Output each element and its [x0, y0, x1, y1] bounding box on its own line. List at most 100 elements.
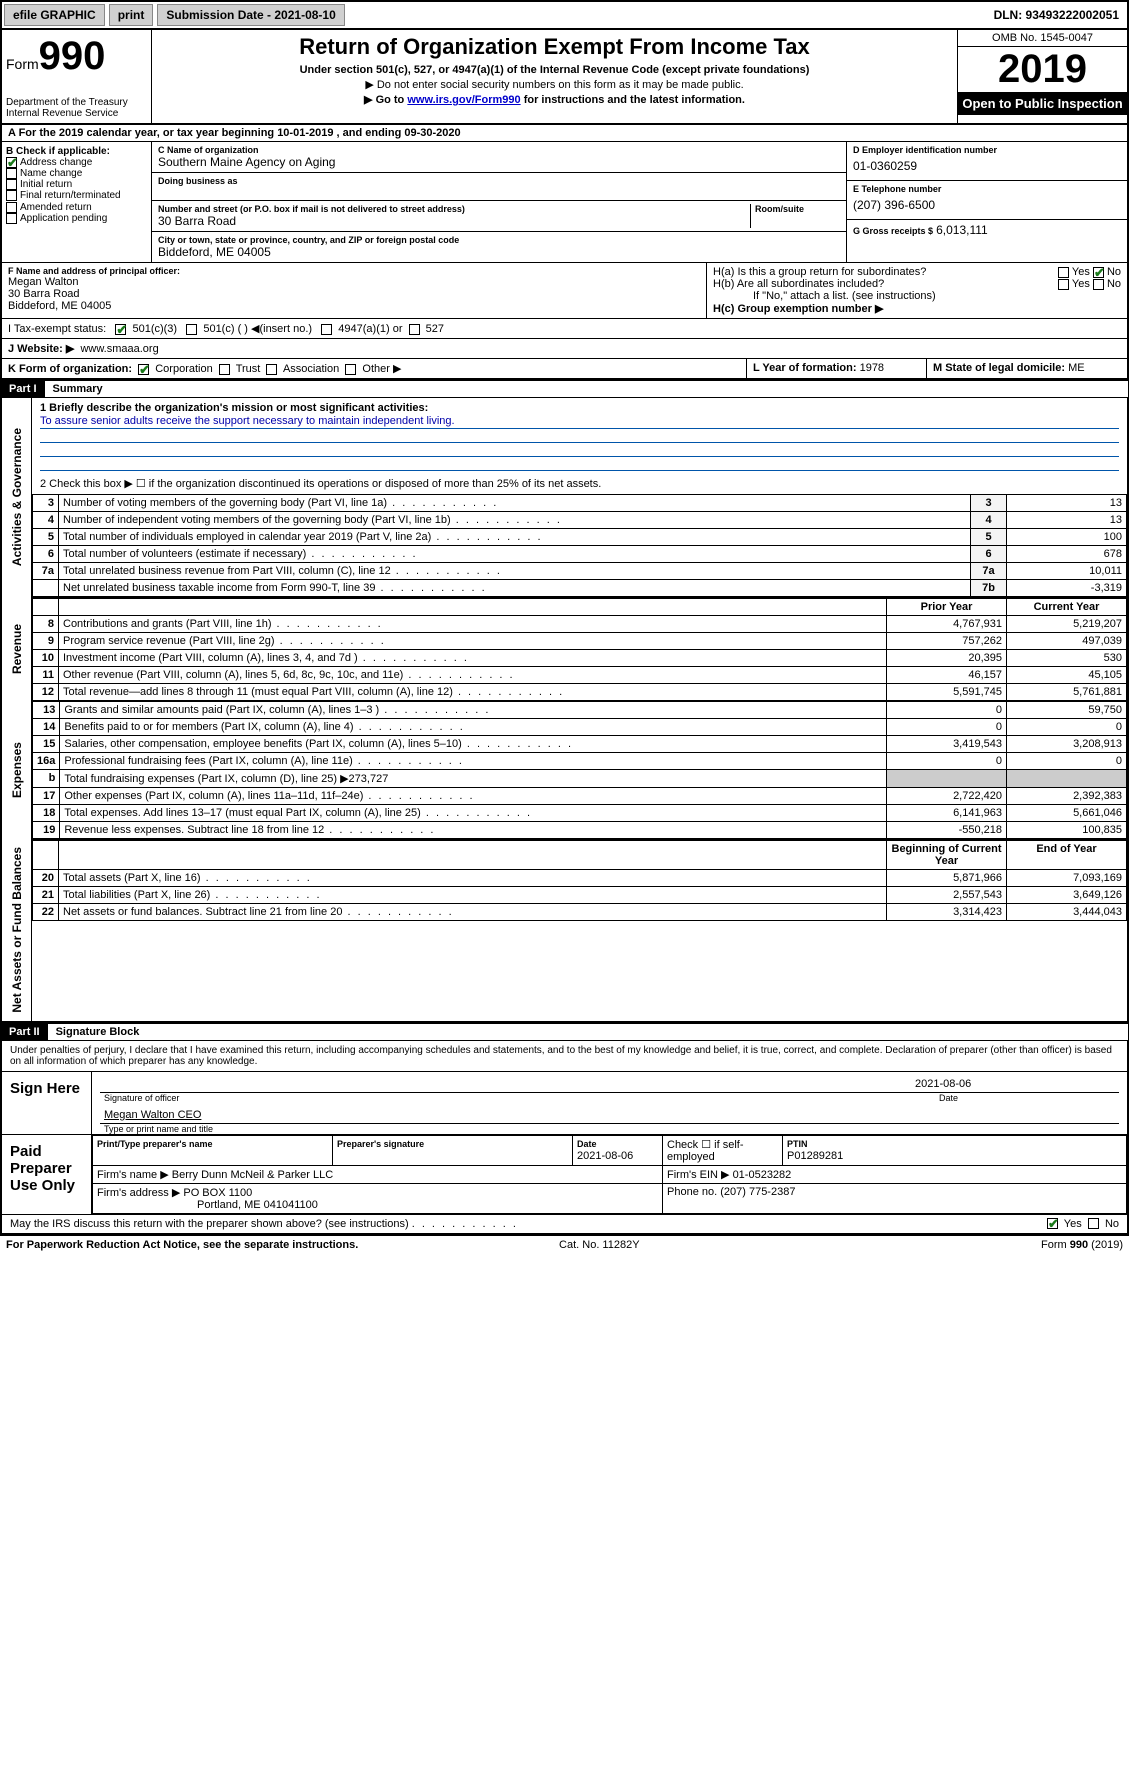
assoc-checkbox[interactable]: [266, 364, 277, 375]
dba-label: Doing business as: [158, 176, 840, 186]
line-value: 10,011: [1007, 563, 1127, 580]
discuss-row: May the IRS discuss this return with the…: [2, 1214, 1127, 1233]
lineno: 22: [33, 904, 59, 921]
opt-501c: 501(c) ( ) ◀(insert no.): [203, 323, 312, 335]
mission-blank1: [40, 429, 1119, 443]
section-governance: Activities & Governance 1 Briefly descri…: [0, 398, 1129, 597]
current-value: 3,649,126: [1007, 887, 1127, 904]
side-expenses: Expenses: [8, 734, 26, 806]
prep-date: 2021-08-06: [577, 1150, 633, 1162]
current-value: 5,761,881: [1007, 684, 1127, 701]
firm-phone-label: Phone no.: [667, 1186, 717, 1198]
form-number: Form990: [6, 34, 147, 79]
current-value: 3,208,913: [1007, 736, 1127, 753]
col-header: Current Year: [1007, 598, 1127, 616]
prior-value: 757,262: [887, 633, 1007, 650]
prior-value: 0: [887, 702, 1007, 719]
prior-value: 2,722,420: [887, 788, 1007, 805]
line-label: Salaries, other compensation, employee b…: [60, 736, 887, 753]
sig-officer-label: Signature of officer: [92, 1093, 927, 1103]
current-value: 5,219,207: [1007, 616, 1127, 633]
hb-yes-checkbox[interactable]: [1058, 279, 1069, 290]
firm-phone: (207) 775-2387: [720, 1186, 795, 1198]
trust-checkbox[interactable]: [219, 364, 230, 375]
lineno: 16a: [33, 753, 60, 770]
preparer-table: Print/Type preparer's name Preparer's si…: [92, 1135, 1127, 1214]
box-b-checkbox[interactable]: [6, 157, 17, 168]
box-b-checkbox[interactable]: [6, 213, 17, 224]
form-org-label: K Form of organization:: [8, 363, 132, 375]
lineno: 21: [33, 887, 59, 904]
boxno: 6: [971, 546, 1007, 563]
footer-formno: 990: [1070, 1239, 1088, 1251]
ha-yes-checkbox[interactable]: [1058, 267, 1069, 278]
firm-addr2: Portland, ME 041041100: [97, 1199, 318, 1211]
corp-checkbox[interactable]: [138, 364, 149, 375]
part-ii-badge: Part II: [1, 1024, 48, 1040]
hb-note: If "No," attach a list. (see instruction…: [713, 290, 1121, 302]
line-label: Total number of volunteers (estimate if …: [59, 546, 971, 563]
box-b-checkbox[interactable]: [6, 179, 17, 190]
side-governance: Activities & Governance: [8, 420, 26, 574]
box-b-text: Application pending: [20, 213, 107, 224]
line-label: Net unrelated business taxable income fr…: [59, 580, 971, 597]
prior-value: -550,218: [887, 822, 1007, 839]
footer-catno: Cat. No. 11282Y: [559, 1239, 640, 1251]
irs-link[interactable]: www.irs.gov/Form990: [407, 94, 520, 106]
line-label: Other expenses (Part IX, column (A), lin…: [60, 788, 887, 805]
current-value: 2,392,383: [1007, 788, 1127, 805]
row-k-l-m: K Form of organization: Corporation Trus…: [0, 359, 1129, 380]
line-label: Total liabilities (Part X, line 26): [59, 887, 887, 904]
sig-date: 2021-08-06: [915, 1078, 1115, 1090]
current-value: 5,661,046: [1007, 805, 1127, 822]
501c3-checkbox[interactable]: [115, 324, 126, 335]
hc-label: H(c) Group exemption number ▶: [713, 302, 1121, 315]
no-label: No: [1107, 266, 1121, 278]
lineno: 8: [33, 616, 59, 633]
side-revenue: Revenue: [8, 616, 26, 682]
prior-value: 3,314,423: [887, 904, 1007, 921]
firm-ein-label: Firm's EIN ▶: [667, 1169, 730, 1181]
other-checkbox[interactable]: [345, 364, 356, 375]
prior-value: 20,395: [887, 650, 1007, 667]
box-b-text: Name change: [20, 168, 82, 179]
form-title: Return of Organization Exempt From Incom…: [160, 34, 949, 60]
4947-checkbox[interactable]: [321, 324, 332, 335]
box-b-checkbox[interactable]: [6, 190, 17, 201]
part-i-title: Summary: [45, 381, 111, 397]
mission-label: 1 Briefly describe the organization's mi…: [40, 402, 1119, 414]
lineno: 6: [33, 546, 59, 563]
501c-checkbox[interactable]: [186, 324, 197, 335]
line-label: Program service revenue (Part VIII, line…: [59, 633, 887, 650]
prior-value: 4,767,931: [887, 616, 1007, 633]
revenue-table: Prior YearCurrent Year8Contributions and…: [32, 597, 1127, 701]
prior-value: 0: [887, 719, 1007, 736]
gross-receipts-label: G Gross receipts $: [853, 226, 933, 236]
print-button[interactable]: print: [109, 4, 154, 26]
527-checkbox[interactable]: [409, 324, 420, 335]
part-i-badge: Part I: [1, 381, 45, 397]
ha-no-checkbox[interactable]: [1093, 267, 1104, 278]
discuss-no-checkbox[interactable]: [1088, 1218, 1099, 1229]
box-b-checkbox[interactable]: [6, 168, 17, 179]
yes-label2: Yes: [1072, 278, 1090, 290]
officer-signature[interactable]: [104, 1078, 915, 1090]
opt-4947: 4947(a)(1) or: [338, 323, 402, 335]
lineno: 9: [33, 633, 59, 650]
prep-sig-label: Preparer's signature: [337, 1139, 424, 1149]
hb-no-checkbox[interactable]: [1093, 279, 1104, 290]
city-state-zip: Biddeford, ME 04005: [158, 245, 840, 259]
discuss-yes-checkbox[interactable]: [1047, 1218, 1058, 1229]
box-b-item: Address change: [6, 157, 147, 168]
officer-printed-name: Megan Walton CEO: [104, 1109, 201, 1121]
boxno: 3: [971, 495, 1007, 512]
goto-post: for instructions and the latest informat…: [521, 94, 745, 106]
form-no: 990: [39, 34, 106, 78]
lineno: [33, 580, 59, 597]
side-netassets: Net Assets or Fund Balances: [8, 839, 26, 1021]
line-label: Total assets (Part X, line 16): [59, 870, 887, 887]
line-label: Total fundraising expenses (Part IX, col…: [60, 770, 887, 788]
box-b-checkbox[interactable]: [6, 202, 17, 213]
ha-label: H(a) Is this a group return for subordin…: [713, 266, 926, 278]
row-i: I Tax-exempt status: 501(c)(3) 501(c) ( …: [0, 319, 1129, 339]
